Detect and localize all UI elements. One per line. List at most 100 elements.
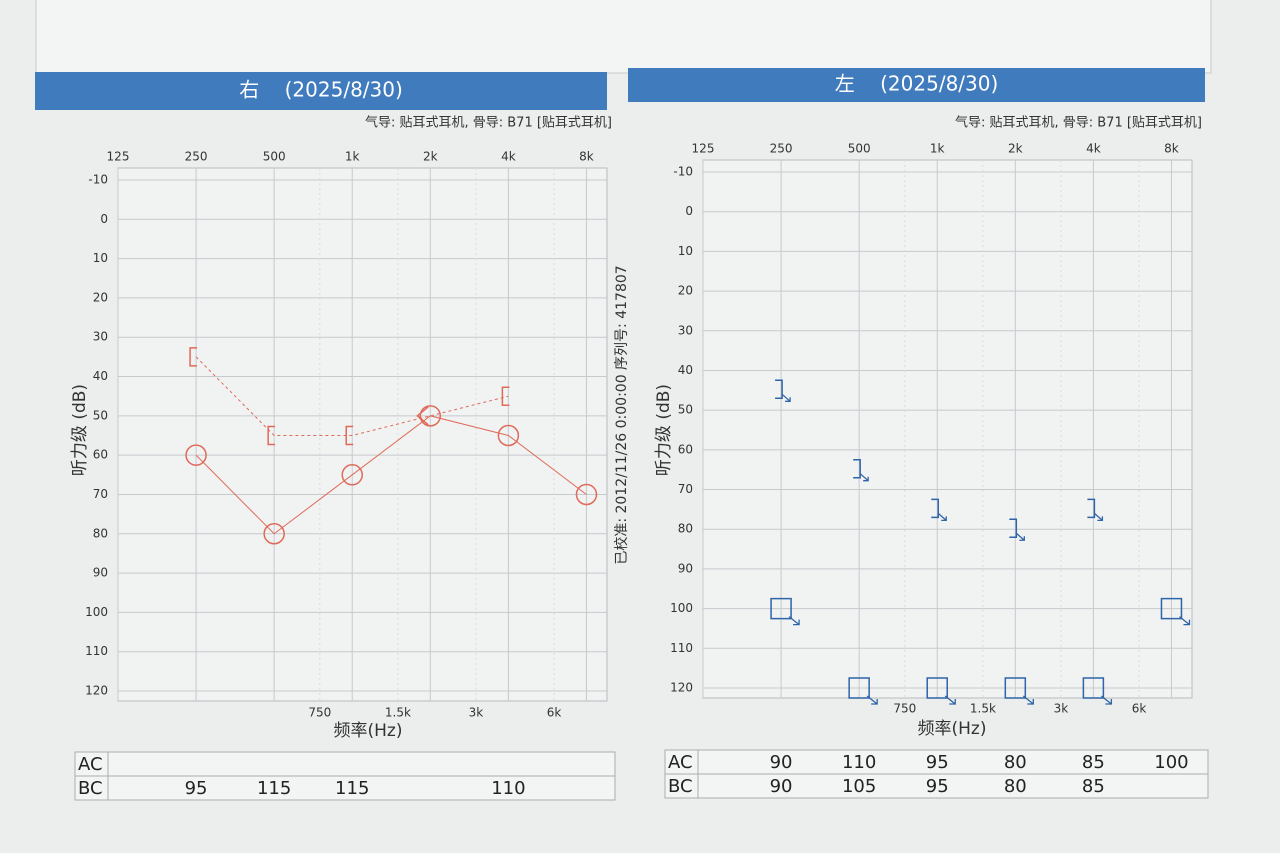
threshold-value: 90 xyxy=(770,776,793,797)
x-tick-label: 750 xyxy=(308,706,331,720)
x-tick-label: 3k xyxy=(1054,702,1069,716)
y-tick-label: 50 xyxy=(678,403,693,417)
series-line xyxy=(195,356,509,436)
ac-symbol xyxy=(575,483,598,506)
threshold-mark xyxy=(770,597,800,626)
bc-symbol xyxy=(931,498,939,519)
threshold-value: 90 xyxy=(770,752,793,773)
x-tick-label: 4k xyxy=(501,150,516,164)
threshold-mark xyxy=(341,464,363,486)
threshold-value: 85 xyxy=(1082,752,1105,773)
y-tick-label: 80 xyxy=(678,522,693,536)
no-response-arrow xyxy=(1179,616,1191,626)
no-response-arrow xyxy=(859,473,869,482)
y-tick-label: 30 xyxy=(93,330,108,344)
bc-symbol xyxy=(775,379,783,400)
x-tick-label: 125 xyxy=(107,150,130,164)
y-tick-label: -10 xyxy=(673,165,693,179)
x-tick-label: 2k xyxy=(423,150,438,164)
threshold-value: 115 xyxy=(257,778,291,799)
y-tick-label: 110 xyxy=(670,641,693,655)
bc-symbol xyxy=(267,425,276,446)
bc-symbol xyxy=(501,386,510,406)
threshold-mark xyxy=(345,425,354,446)
threshold-value: 80 xyxy=(1004,752,1027,773)
x-tick-label: 1k xyxy=(930,142,945,156)
x-tick-label: 750 xyxy=(893,702,916,716)
ac-symbol xyxy=(341,464,363,486)
threshold-value: 95 xyxy=(926,752,949,773)
bc-symbol xyxy=(416,406,429,426)
bc-symbol xyxy=(1009,518,1018,538)
y-tick-label: 60 xyxy=(678,442,693,456)
y-tick-label: 60 xyxy=(93,448,108,462)
bc-symbol xyxy=(1087,498,1096,519)
row-label: BC xyxy=(78,778,103,799)
threshold-mark xyxy=(1082,677,1113,705)
threshold-value: 110 xyxy=(842,752,876,773)
threshold-mark xyxy=(263,523,285,545)
threshold-mark xyxy=(1160,597,1191,626)
row-label: BC xyxy=(668,776,693,797)
no-response-arrow xyxy=(1093,512,1104,522)
x-tick-label: 500 xyxy=(263,150,286,164)
threshold-value: 80 xyxy=(1004,776,1027,797)
threshold-mark xyxy=(189,347,198,367)
threshold-value: 105 xyxy=(842,776,876,797)
threshold-value: 85 xyxy=(1082,776,1105,797)
threshold-value: 115 xyxy=(335,778,369,799)
ac-symbol xyxy=(419,405,442,427)
ac-symbol xyxy=(497,424,520,447)
row-label: AC xyxy=(668,752,693,773)
no-response-arrow xyxy=(1100,695,1113,705)
threshold-mark xyxy=(1087,498,1104,522)
x-tick-label: 4k xyxy=(1086,142,1101,156)
y-tick-label: 10 xyxy=(678,244,693,258)
chart-subtitle: 气导: 贴耳式耳机, 骨导: B71 [贴耳式耳机] xyxy=(955,115,1202,131)
threshold-mark xyxy=(848,677,878,705)
y-tick-label: 40 xyxy=(678,363,693,377)
ac-symbol xyxy=(926,677,948,699)
y-axis-label: 听力级 (dB) xyxy=(654,384,674,476)
x-tick-label: 500 xyxy=(848,142,871,156)
x-tick-label: 250 xyxy=(185,150,208,164)
chart-title: 左 (2025/8/30) xyxy=(835,72,999,96)
y-tick-label: 110 xyxy=(85,644,108,658)
y-tick-label: 50 xyxy=(93,408,108,422)
no-response-arrow xyxy=(1022,695,1034,705)
x-tick-label: 8k xyxy=(1164,142,1179,156)
no-response-arrow xyxy=(788,616,800,626)
top-box xyxy=(35,0,1212,74)
y-tick-label: 100 xyxy=(670,601,693,615)
threshold-mark xyxy=(775,379,791,402)
y-tick-label: 120 xyxy=(85,684,108,698)
x-tick-label: 1.5k xyxy=(970,702,996,716)
threshold-mark xyxy=(267,425,276,446)
title-bar xyxy=(35,72,607,110)
ac-symbol xyxy=(1004,677,1027,699)
no-response-arrow xyxy=(944,695,956,705)
x-tick-label: 8k xyxy=(579,150,594,164)
y-tick-label: 0 xyxy=(100,212,108,226)
bc-symbol xyxy=(345,425,354,446)
row-label: AC xyxy=(78,754,103,775)
y-tick-label: 10 xyxy=(93,251,108,265)
x-tick-label: 6k xyxy=(547,706,562,720)
x-axis-label: 频率(Hz) xyxy=(334,721,403,741)
y-tick-label: -10 xyxy=(88,173,108,187)
x-tick-label: 3k xyxy=(469,706,484,720)
threshold-mark xyxy=(185,444,207,466)
x-tick-label: 6k xyxy=(1132,702,1147,716)
no-response-arrow xyxy=(1015,532,1025,541)
ac-symbol xyxy=(848,677,870,699)
plot-area xyxy=(702,159,1193,699)
y-tick-label: 0 xyxy=(685,204,693,218)
y-tick-label: 20 xyxy=(93,290,108,304)
threshold-mark xyxy=(1004,677,1034,705)
threshold-mark xyxy=(926,677,956,705)
bc-symbol xyxy=(853,458,861,479)
no-response-arrow xyxy=(781,393,791,402)
x-axis-label: 频率(Hz) xyxy=(918,719,987,739)
